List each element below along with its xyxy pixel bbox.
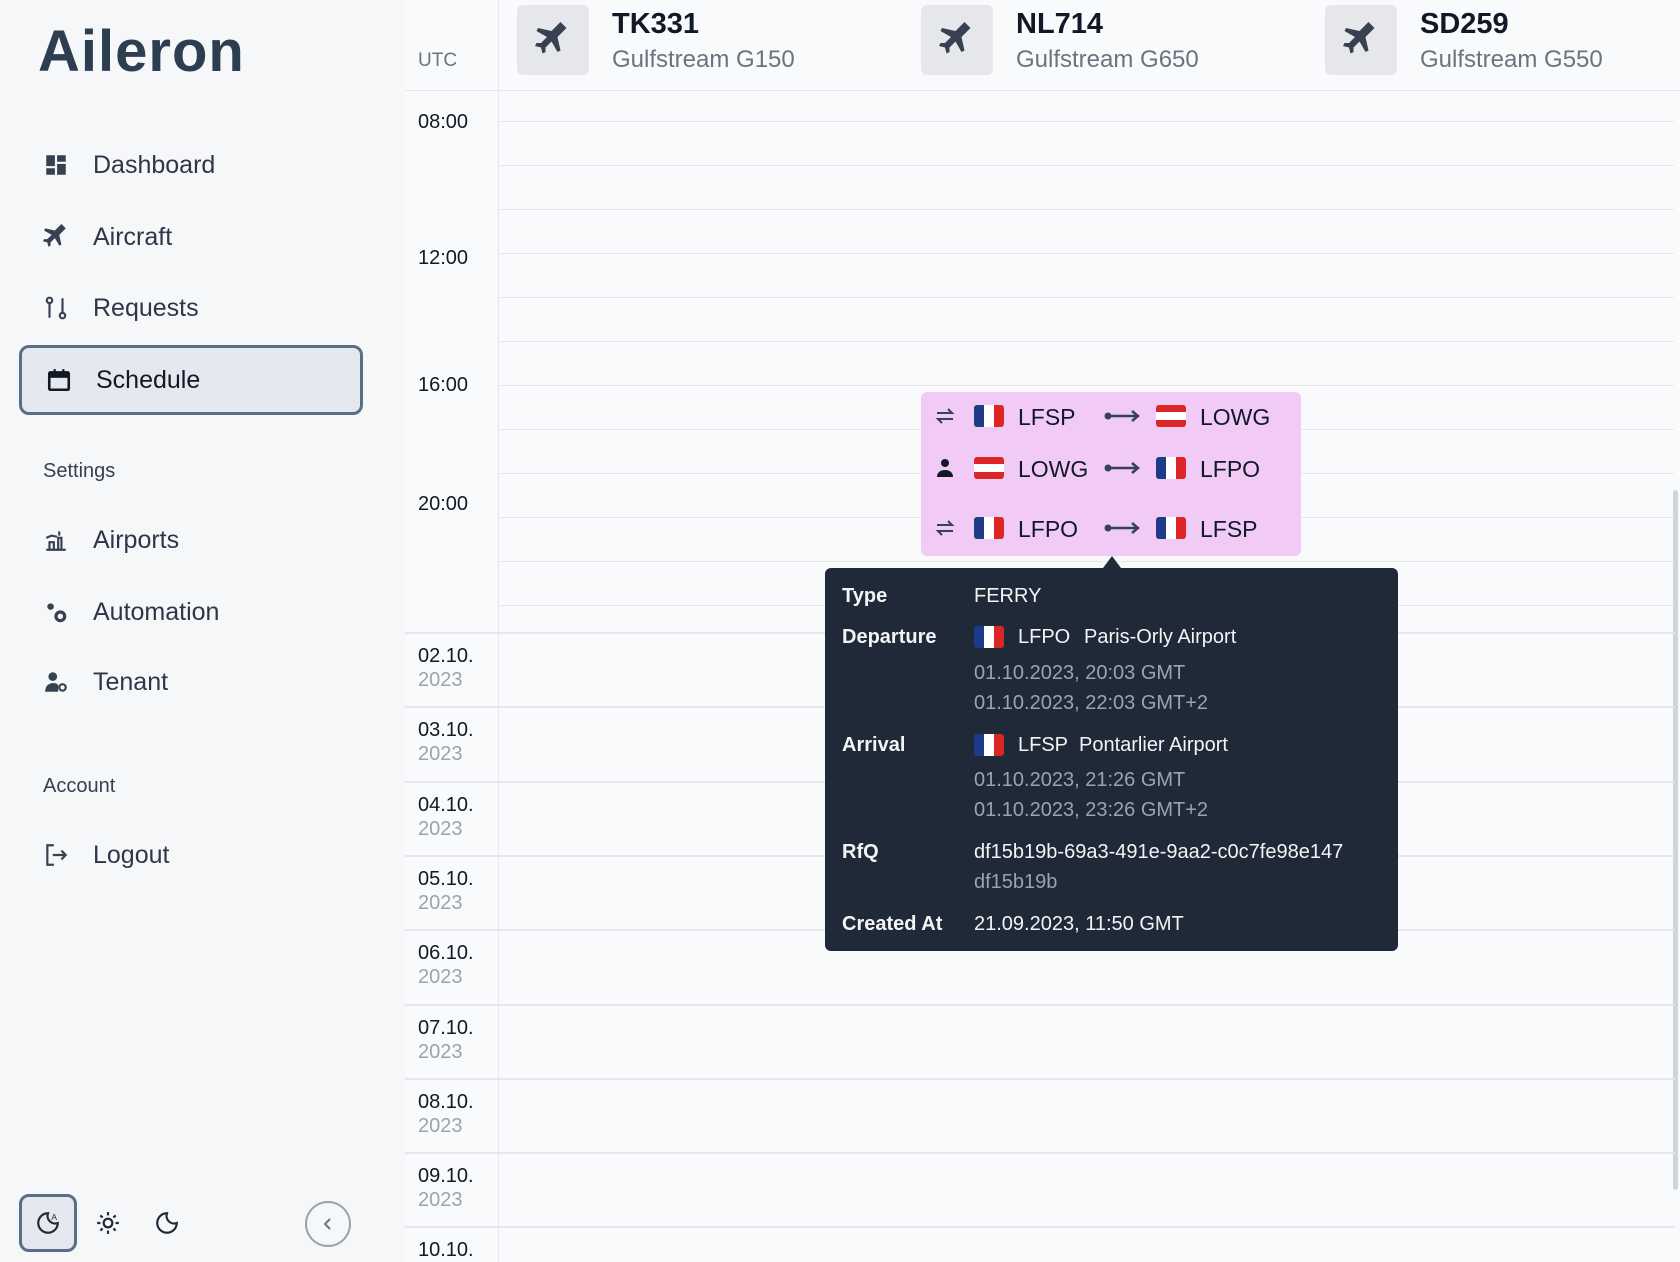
airport-code: LFSP bbox=[1018, 404, 1076, 430]
tooltip: Type FERRY Departure LFPO Paris-Orly Air… bbox=[825, 568, 1398, 951]
nav-item[interactable]: Dashboard bbox=[19, 130, 363, 200]
label: RfQ bbox=[842, 841, 879, 863]
nav-item[interactable]: Tenant bbox=[19, 647, 363, 717]
timezone: UTC bbox=[418, 50, 458, 71]
hour-line bbox=[499, 121, 1674, 122]
nav-label: Aircraft bbox=[93, 222, 173, 251]
day-year: 2023 bbox=[418, 1114, 463, 1137]
rfq-short: df15b19b bbox=[974, 871, 1058, 893]
nav-label: Logout bbox=[93, 840, 170, 869]
day-year: 2023 bbox=[418, 817, 463, 840]
time: 01.10.2023, 21:26 GMT bbox=[974, 769, 1186, 791]
section-title: Settings bbox=[43, 460, 116, 482]
airport-code: LFPO bbox=[1200, 456, 1261, 482]
day-date: 06.10. bbox=[418, 942, 474, 965]
nav-item[interactable]: Aircraft bbox=[19, 202, 363, 272]
value: FERRY bbox=[974, 585, 1042, 607]
aircraft-model: Gulfstream G150 bbox=[612, 46, 795, 73]
label: Arrival bbox=[842, 734, 906, 756]
light-theme-button[interactable] bbox=[79, 1194, 137, 1252]
flight-block[interactable]: LFSP LOWG LOWG LFPO LFPO LFSP bbox=[921, 392, 1301, 556]
nav-label: Dashboard bbox=[93, 150, 216, 179]
time-label: 20:00 bbox=[418, 493, 469, 515]
aircraft-registration[interactable]: NL714 bbox=[1016, 8, 1104, 40]
day-line bbox=[405, 1152, 1675, 1155]
collapse-button[interactable] bbox=[305, 1201, 351, 1247]
aircraft-registration[interactable]: TK331 bbox=[612, 8, 700, 40]
hour-line bbox=[499, 253, 1674, 254]
nav-item[interactable]: Automation bbox=[19, 577, 363, 647]
label: Departure bbox=[842, 626, 937, 648]
day-year: 2023 bbox=[418, 891, 463, 914]
hour-line bbox=[499, 165, 1674, 166]
nav-label: Automation bbox=[93, 597, 220, 626]
time-label: 08:00 bbox=[418, 111, 469, 133]
time: 01.10.2023, 22:03 GMT+2 bbox=[974, 692, 1209, 714]
hour-line bbox=[499, 297, 1674, 298]
nav-item[interactable]: Airports bbox=[19, 505, 363, 575]
day-date: 08.10. bbox=[418, 1090, 474, 1113]
day-year: 2023 bbox=[418, 1189, 463, 1212]
flight-leg[interactable]: LFSP LOWG bbox=[921, 392, 1301, 440]
day-date: 09.10. bbox=[418, 1165, 474, 1188]
day-date: 02.10. bbox=[418, 645, 474, 667]
time-label: 12:00 bbox=[418, 247, 469, 269]
flight-leg[interactable]: LFPO LFSP bbox=[921, 504, 1301, 552]
day-line bbox=[405, 1077, 1675, 1080]
hour-line bbox=[499, 561, 1674, 562]
nav-label: Airports bbox=[93, 525, 180, 554]
time: 01.10.2023, 23:26 GMT+2 bbox=[974, 799, 1209, 821]
day-date: 03.10. bbox=[418, 719, 474, 742]
brand-logo: Aileron bbox=[38, 19, 245, 84]
section-title: Account bbox=[43, 775, 116, 797]
dark-theme-button[interactable] bbox=[138, 1194, 196, 1252]
sidebar: Aileron Settings Account A Dashboard Airc… bbox=[0, 0, 405, 1262]
rfq-id: df15b19b-69a3-491e-9aa2-c0c7fe98e147 bbox=[974, 841, 1344, 863]
day-line bbox=[405, 1003, 1675, 1006]
nav-label: Requests bbox=[93, 293, 199, 322]
nav-label: Tenant bbox=[93, 667, 169, 696]
airport-code: LFPO bbox=[1018, 516, 1079, 542]
day-date: 07.10. bbox=[418, 1016, 474, 1039]
airport-code: LOWG bbox=[1200, 404, 1271, 430]
day-date: 04.10. bbox=[418, 793, 474, 816]
svg-text:A: A bbox=[51, 1212, 57, 1222]
day-date: 10.10. bbox=[418, 1239, 474, 1262]
hour-line bbox=[499, 209, 1674, 210]
day-year: 2023 bbox=[418, 669, 463, 691]
day-year: 2023 bbox=[418, 743, 463, 766]
scrollbar[interactable] bbox=[1673, 490, 1678, 1190]
aircraft-registration[interactable]: SD259 bbox=[1420, 8, 1509, 40]
airport-code: LFPO bbox=[1018, 626, 1071, 648]
aircraft-icon bbox=[1325, 5, 1397, 75]
nav-item[interactable]: Requests bbox=[19, 273, 363, 343]
airport-code: LFSP bbox=[1200, 516, 1258, 542]
auto-theme-button[interactable]: A bbox=[19, 1194, 77, 1252]
airport-name: Pontarlier Airport bbox=[1079, 734, 1228, 756]
aircraft-model: Gulfstream G650 bbox=[1016, 46, 1199, 73]
time: 01.10.2023, 20:03 GMT bbox=[974, 662, 1186, 684]
label: Created At bbox=[842, 913, 943, 935]
day-line bbox=[405, 1226, 1675, 1229]
schedule: UTC TK331 Gulfstream G150 NL714 Gulfstream … bbox=[405, 0, 1680, 1262]
flight-leg[interactable]: LOWG LFPO bbox=[921, 444, 1301, 492]
label: Type bbox=[842, 585, 888, 607]
nav-label: Schedule bbox=[96, 365, 201, 394]
hour-line bbox=[499, 385, 1674, 386]
aircraft-model: Gulfstream G550 bbox=[1420, 46, 1603, 73]
airport-code: LOWG bbox=[1018, 456, 1089, 482]
airport-name: Paris-Orly Airport bbox=[1084, 626, 1237, 648]
value: 21.09.2023, 11:50 GMT bbox=[974, 913, 1184, 935]
hour-line bbox=[499, 341, 1674, 342]
day-year: 2023 bbox=[418, 966, 463, 989]
airport-code: LFSP bbox=[1018, 734, 1069, 756]
nav-item[interactable]: Schedule bbox=[19, 345, 363, 415]
aircraft-icon bbox=[517, 5, 589, 75]
time-label: 16:00 bbox=[418, 374, 469, 396]
aircraft-icon bbox=[921, 5, 993, 75]
day-date: 05.10. bbox=[418, 867, 474, 890]
day-year: 2023 bbox=[418, 1040, 463, 1063]
nav-item[interactable]: Logout bbox=[19, 820, 363, 890]
